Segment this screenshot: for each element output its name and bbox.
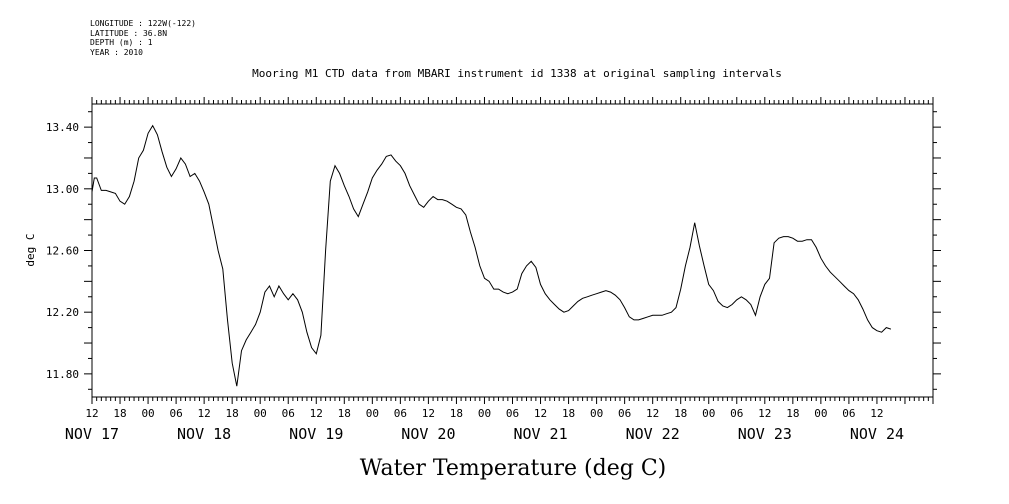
- x-day-label: NOV 20: [401, 425, 455, 443]
- x-day-label: NOV 22: [626, 425, 680, 443]
- x-day-label: NOV 21: [513, 425, 567, 443]
- y-tick-label: 11.80: [46, 368, 79, 381]
- x-day-label: NOV 18: [177, 425, 231, 443]
- x-tick-label: 06: [730, 407, 743, 420]
- x-tick-label: 06: [842, 407, 855, 420]
- x-tick-label: 12: [85, 407, 98, 420]
- x-tick-label: 12: [758, 407, 771, 420]
- x-tick-label: 18: [674, 407, 687, 420]
- x-tick-label: 12: [310, 407, 323, 420]
- x-tick-label: 18: [226, 407, 239, 420]
- x-tick-label: 18: [786, 407, 799, 420]
- plot-frame: [91, 103, 934, 398]
- y-tick-labels: 13.40 13.00 12.60 12.20 11.80: [46, 121, 79, 381]
- year-label: YEAR : 2010: [90, 47, 143, 57]
- y-axis-label: deg C: [24, 233, 37, 266]
- x-tick-label: 18: [338, 407, 351, 420]
- x-day-label: NOV 23: [738, 425, 792, 443]
- x-tick-label: 12: [870, 407, 883, 420]
- x-tick-label: 12: [646, 407, 659, 420]
- x-tick-label: 18: [450, 407, 463, 420]
- x-axis-label: Water Temperature (deg C): [360, 456, 667, 481]
- x-tick-label: 06: [282, 407, 295, 420]
- y-tick-label: 13.00: [46, 183, 79, 196]
- x-tick-label: 00: [141, 407, 154, 420]
- water-temperature-line: [91, 124, 892, 387]
- y-tick-label: 12.60: [46, 245, 79, 258]
- x-tick-label: 06: [506, 407, 519, 420]
- x-tick-label: 00: [702, 407, 715, 420]
- x-tick-label: 00: [366, 407, 379, 420]
- x-tick-labels: 12 18 00 06 12 18 00 06 12 18 00 06 12 18 00 06 12 18 00 06…: [85, 407, 883, 420]
- x-tick-label: 06: [394, 407, 407, 420]
- x-tick-label: 12: [422, 407, 435, 420]
- latitude-label: LATITUDE : 36.8N: [90, 28, 168, 38]
- chart-title: Mooring M1 CTD data from MBARI instrumen…: [252, 67, 782, 80]
- x-day-label: NOV 24: [850, 425, 904, 443]
- x-tick-label: 12: [198, 407, 211, 420]
- x-tick-label: 12: [534, 407, 547, 420]
- x-tick-label: 06: [618, 407, 631, 420]
- x-tick-label: 18: [562, 407, 575, 420]
- longitude-label: LONGITUDE : 122W(-122): [90, 19, 196, 28]
- x-day-labels: NOV 17 NOV 18 NOV 19 NOV 20 NOV 21 NOV 22 NOV …: [65, 425, 904, 443]
- depth-label: DEPTH (m) : 1: [90, 38, 153, 48]
- x-tick-label: 00: [478, 407, 491, 420]
- metadata-block: LONGITUDE : 122W(-122) LATITUDE : 36.8N …: [90, 19, 196, 57]
- x-tick-label: 00: [814, 407, 827, 420]
- x-tick-label: 00: [254, 407, 267, 420]
- axis-ticks: [84, 97, 941, 404]
- x-day-label: NOV 17: [65, 425, 119, 443]
- y-tick-label: 12.20: [46, 306, 79, 319]
- x-tick-label: 00: [590, 407, 603, 420]
- x-tick-label: 06: [169, 407, 182, 420]
- y-tick-label: 13.40: [46, 121, 79, 134]
- x-tick-label: 18: [113, 407, 126, 420]
- x-day-label: NOV 19: [289, 425, 343, 443]
